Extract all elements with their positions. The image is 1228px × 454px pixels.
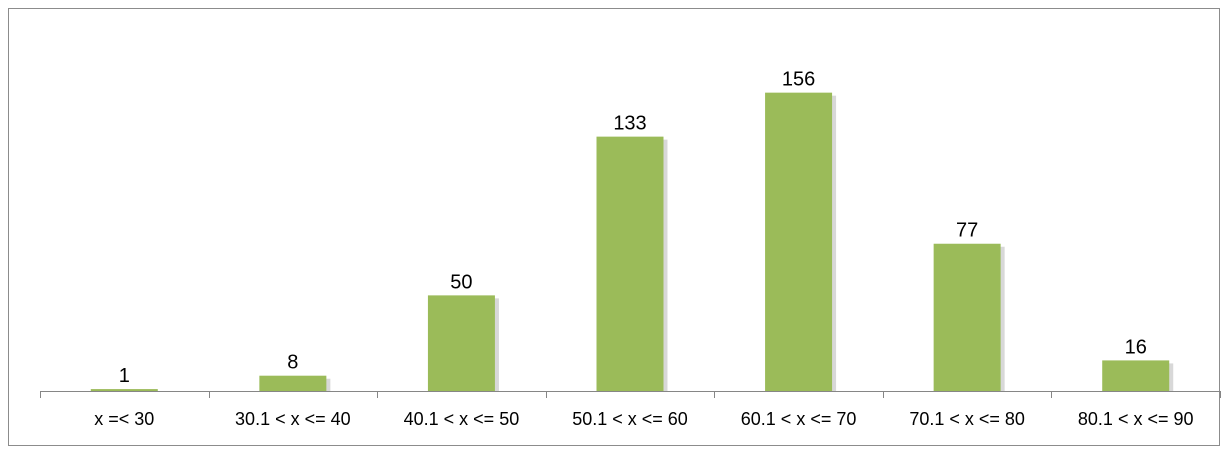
data-label-5: 156 — [782, 69, 815, 91]
chart-frame: 1 8 50 133 156 77 16 x =< 30 30.1 < x <= 40 40.1 … — [8, 8, 1221, 446]
data-label-6: 77 — [956, 220, 978, 242]
x-tick-label-4: 50.1 < x <= 60 — [572, 409, 688, 429]
labels-layer: 1 8 50 133 156 77 16 x =< 30 30.1 < x <= 40 40.1 … — [94, 69, 1193, 429]
bar-4 — [596, 136, 664, 391]
data-label-1: 1 — [119, 365, 130, 387]
bar-7 — [1102, 360, 1170, 391]
x-tick-label-3: 40.1 < x <= 50 — [404, 409, 520, 429]
bar-6 — [933, 243, 1001, 391]
x-tick-label-1: x =< 30 — [94, 409, 154, 429]
x-axis — [40, 391, 1221, 398]
bar-2 — [259, 375, 327, 391]
x-tick-label-6: 70.1 < x <= 80 — [909, 409, 1025, 429]
data-label-3: 50 — [450, 271, 472, 293]
x-tick-label-5: 60.1 < x <= 70 — [741, 409, 857, 429]
bars-layer — [90, 92, 1174, 392]
data-label-7: 16 — [1125, 336, 1147, 358]
bar-chart: 1 8 50 133 156 77 16 x =< 30 30.1 < x <= 40 40.1 … — [40, 69, 1221, 429]
x-tick-label-7: 80.1 < x <= 90 — [1078, 409, 1194, 429]
x-tick-label-2: 30.1 < x <= 40 — [235, 409, 351, 429]
data-label-4: 133 — [613, 113, 646, 135]
data-label-2: 8 — [287, 352, 298, 374]
bar-3 — [427, 295, 495, 391]
bar-5 — [765, 92, 833, 392]
bar-1 — [90, 389, 158, 391]
